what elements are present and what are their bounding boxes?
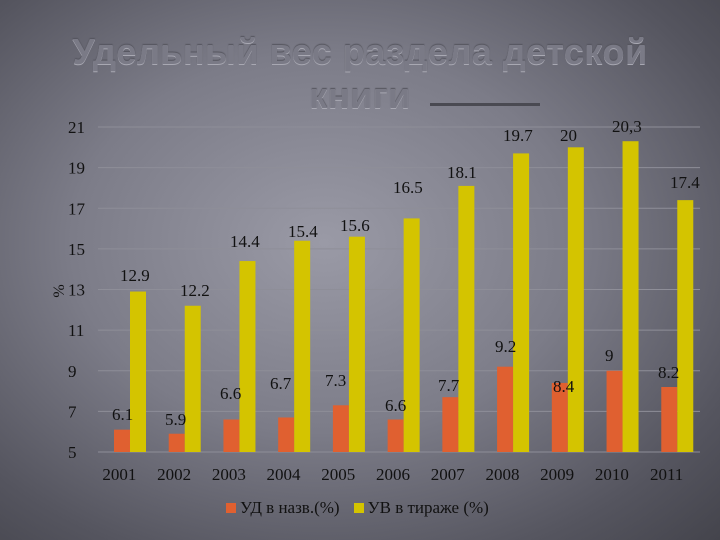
x-tick-label: 2009 [540, 465, 574, 484]
y-tick-label: 9 [68, 362, 77, 381]
x-tick-label: 2003 [212, 465, 246, 484]
data-label-ud: 8.4 [553, 377, 575, 396]
bar-uv [622, 141, 639, 452]
x-tick-label: 2008 [485, 465, 519, 484]
y-tick-label: 11 [68, 321, 84, 340]
bar-ud [168, 433, 185, 452]
data-label-uv: 20,3 [612, 117, 642, 136]
data-label-ud: 6.7 [270, 374, 292, 393]
bar-uv [458, 185, 475, 452]
bar-ud [278, 417, 295, 452]
data-label-uv: 15.6 [340, 216, 370, 235]
data-label-ud: 6.6 [385, 396, 406, 415]
data-label-uv: 12.2 [180, 281, 210, 300]
data-label-ud: 7.3 [325, 371, 346, 390]
data-label-uv: 15.4 [288, 222, 318, 241]
bar-uv [294, 240, 311, 452]
bar-uv [677, 200, 694, 452]
bar-uv [567, 147, 584, 452]
bar-uv [184, 305, 201, 452]
data-label-uv: 19.7 [503, 126, 533, 145]
data-label-ud: 6.6 [220, 384, 241, 403]
data-label-uv: 17.4 [670, 173, 700, 192]
y-tick-label: 15 [68, 240, 85, 259]
data-label-ud: 9 [605, 346, 614, 365]
bar-ud [606, 370, 623, 452]
x-tick-label: 2006 [376, 465, 410, 484]
data-label-ud: 5.9 [165, 410, 186, 429]
data-label-uv: 20 [560, 126, 577, 145]
bar-ud [223, 419, 240, 452]
legend-label-ud: УД в назв.(%) [240, 498, 340, 517]
bar-ud [114, 429, 130, 452]
legend-item-uv: УВ в тираже (%) [353, 498, 489, 518]
legend-item-ud: УД в назв.(%) [226, 498, 340, 518]
legend-label-uv: УВ в тираже (%) [367, 498, 489, 517]
y-tick-label: 17 [68, 199, 86, 218]
legend-swatch-uv [353, 503, 364, 513]
y-tick-label: 13 [68, 281, 85, 300]
data-label-uv: 12.9 [120, 266, 150, 285]
x-tick-label: 2010 [595, 465, 629, 484]
y-tick-label: 19 [68, 159, 85, 178]
chart-title: Удельный вес раздела детской книги [72, 31, 648, 116]
y-axis-label: % [51, 284, 68, 297]
bar-uv [130, 291, 146, 452]
bar-ud [387, 419, 404, 452]
chart-legend: УД в назв.(%) УВ в тираже (%) [226, 497, 489, 519]
y-tick-label: 7 [68, 402, 77, 421]
x-tick-label: 2007 [431, 465, 466, 484]
bar-ud [442, 397, 459, 452]
data-label-ud: 7.7 [438, 376, 460, 395]
bar-uv [348, 236, 365, 452]
bar-ud [551, 382, 568, 452]
data-label-uv: 14.4 [230, 232, 260, 251]
title-underline [430, 103, 540, 106]
y-tick-label: 5 [68, 443, 77, 462]
bar-ud [661, 387, 678, 452]
bar-uv [239, 261, 256, 452]
x-tick-label: 2005 [321, 465, 355, 484]
bar-uv [513, 153, 530, 452]
data-label-ud: 6.1 [112, 405, 133, 424]
data-label-ud: 9.2 [495, 337, 516, 356]
x-tick-label: 2002 [157, 465, 191, 484]
x-tick-label: 2001 [102, 465, 136, 484]
data-label-uv: 18.1 [447, 163, 477, 182]
data-label-uv: 16.5 [393, 178, 423, 197]
legend-swatch-ud [226, 503, 236, 513]
y-tick-label: 21 [68, 118, 85, 137]
x-tick-label: 2004 [267, 465, 302, 484]
bar-ud [497, 366, 514, 452]
x-tick-label: 2011 [650, 465, 683, 484]
bar-uv [403, 218, 420, 452]
bar-ud [332, 405, 349, 452]
data-label-ud: 8.2 [658, 363, 679, 382]
